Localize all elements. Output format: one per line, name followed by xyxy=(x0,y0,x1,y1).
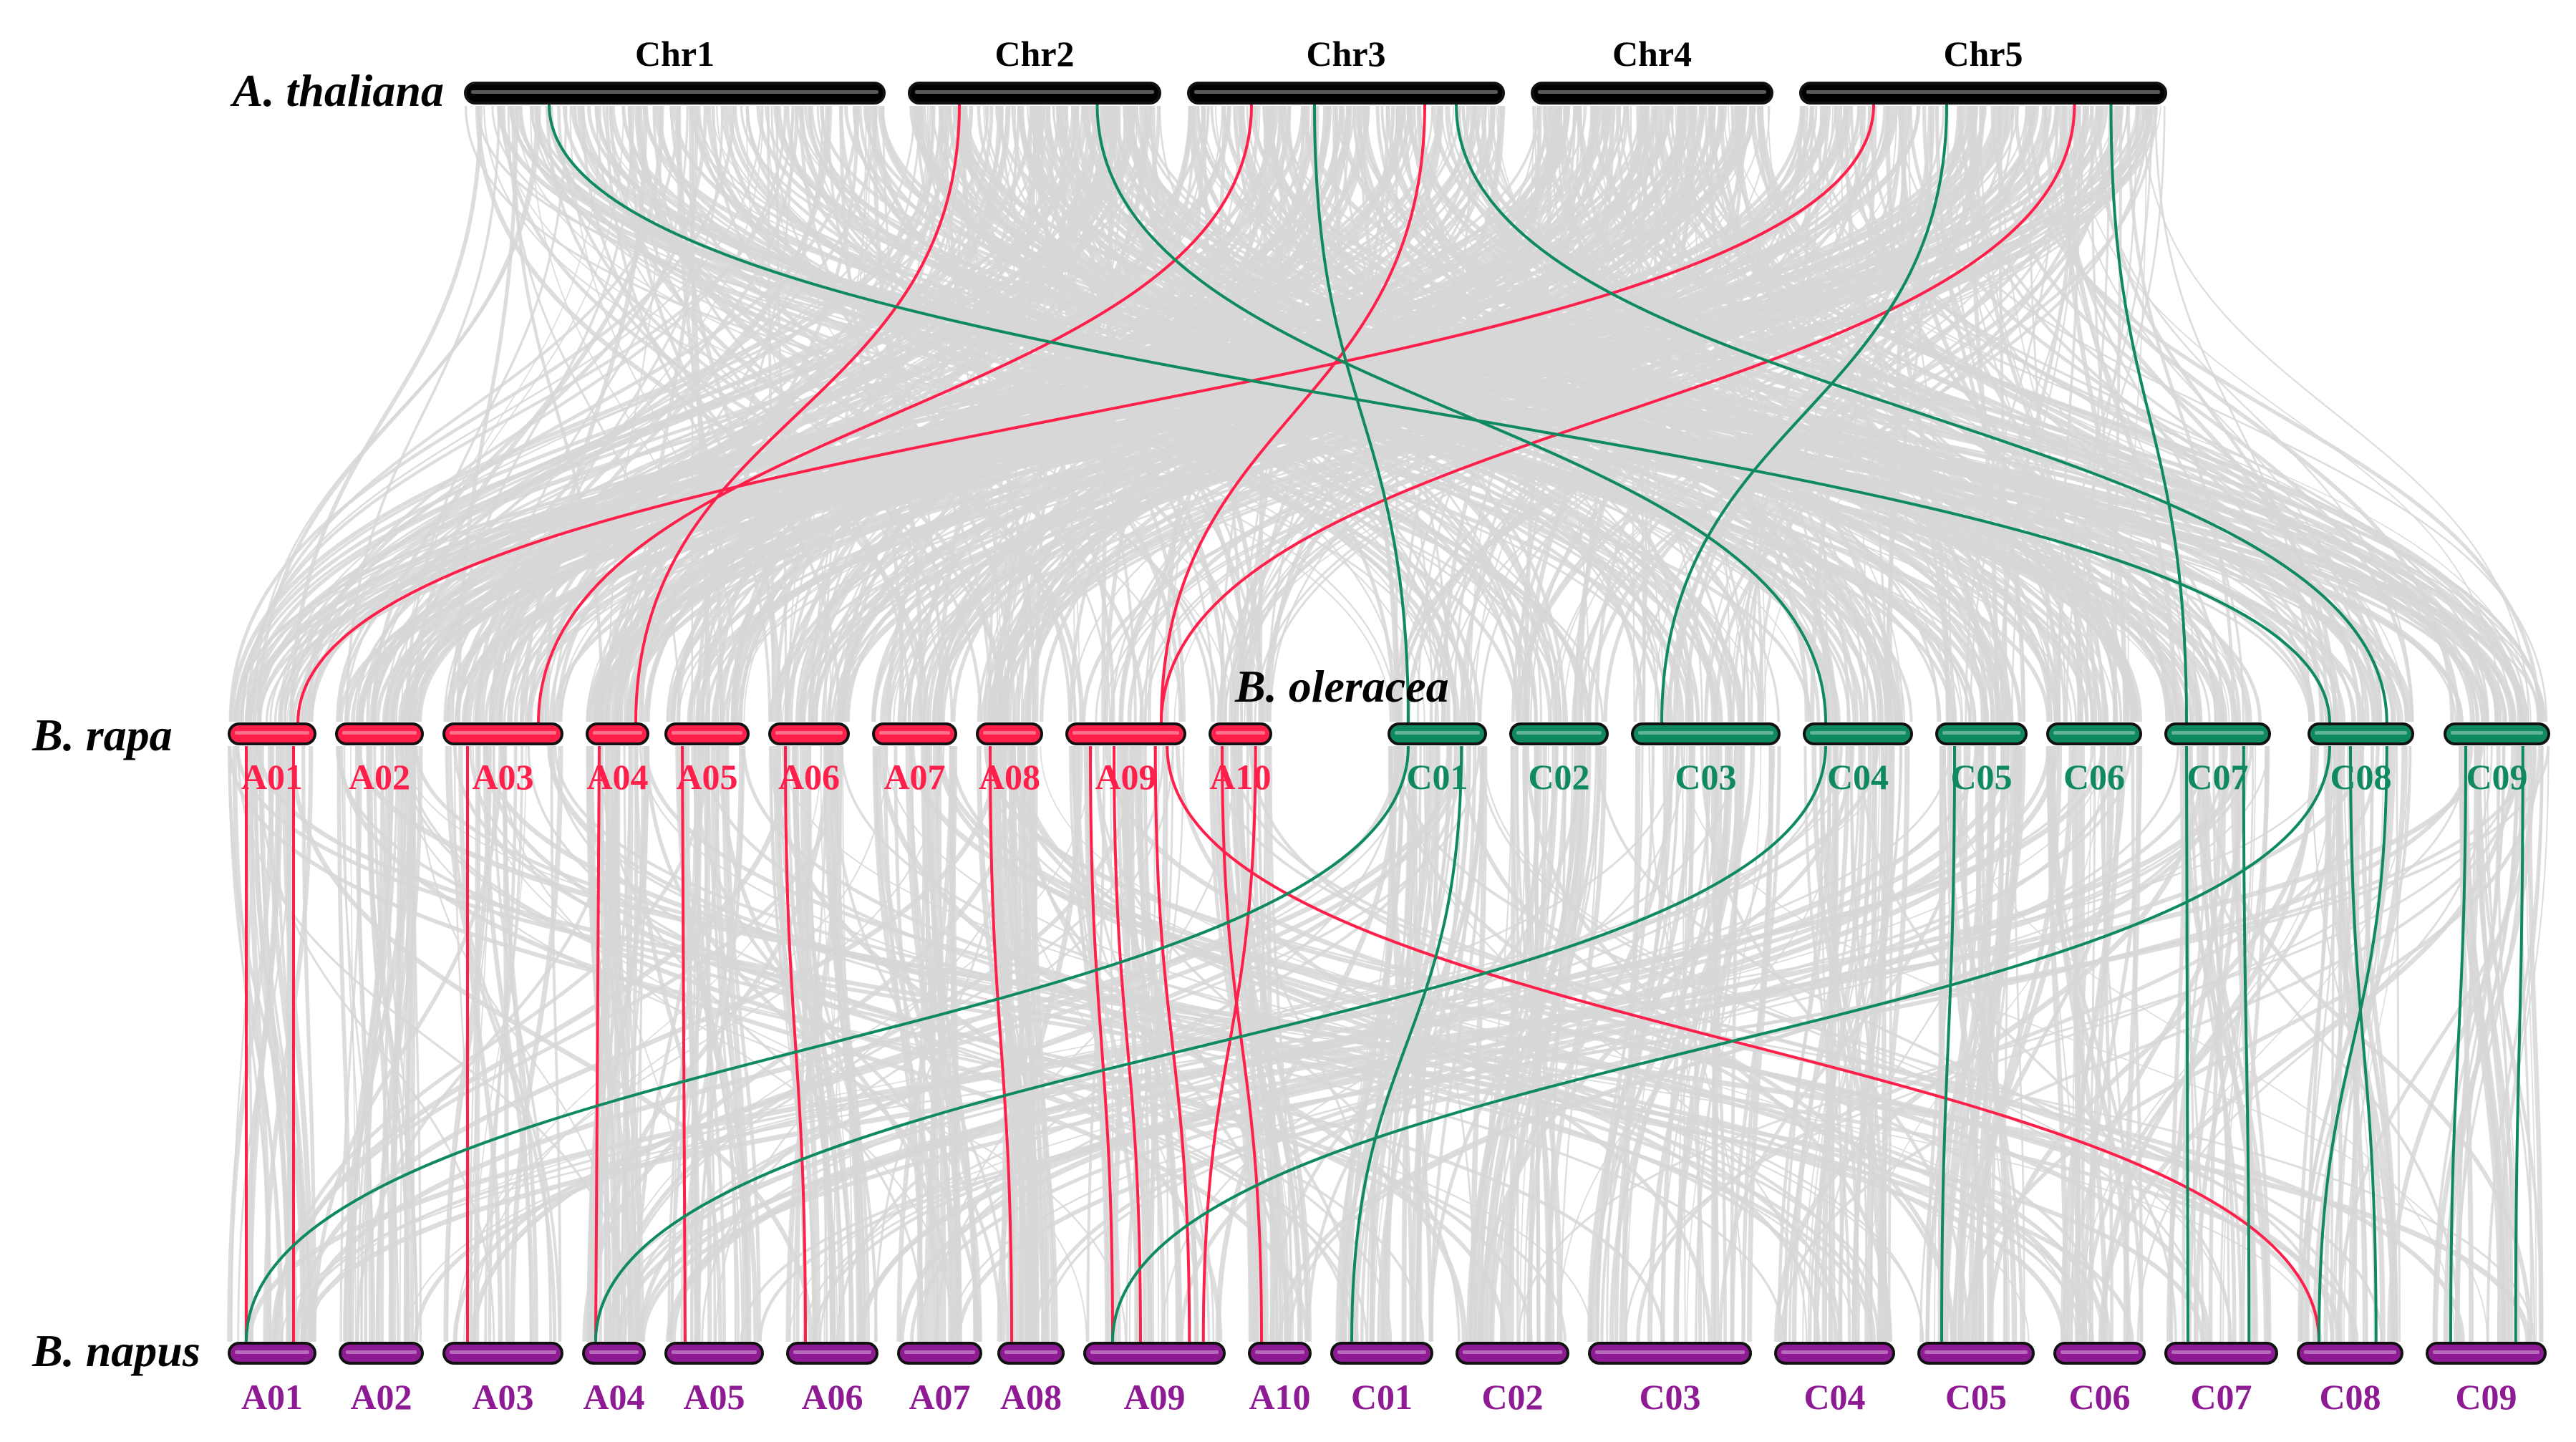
chromosome-label-thaliana-Chr4: Chr4 xyxy=(1612,34,1692,74)
chromosome-label-napus-C03: C03 xyxy=(1639,1377,1700,1417)
chromosome-highlight xyxy=(1538,90,1766,94)
chromosome-label-oleracea-C07: C07 xyxy=(2187,757,2248,797)
chromosome-label-rapa-A01: A01 xyxy=(241,757,303,797)
chromosome-label-oleracea-C02: C02 xyxy=(1528,757,1589,797)
chromosome-label-oleracea-C05: C05 xyxy=(1950,757,2012,797)
chromosome-highlight xyxy=(450,1350,556,1354)
chromosome-highlight xyxy=(1337,1350,1426,1354)
chromosome-label-napus-A09: A09 xyxy=(1123,1377,1185,1417)
species-label-rapa: B. rapa xyxy=(32,710,173,760)
species-label-napus: B. napus xyxy=(32,1325,200,1376)
chromosome-label-napus-C05: C05 xyxy=(1945,1377,2007,1417)
chromosome-label-napus-A10: A10 xyxy=(1249,1377,1310,1417)
chromosome-highlight xyxy=(346,1350,417,1354)
chromosome-highlight xyxy=(1781,1350,1888,1354)
chromosome-label-napus-C08: C08 xyxy=(2319,1377,2381,1417)
chromosome-highlight xyxy=(1255,1350,1304,1354)
chromosome-highlight xyxy=(915,90,1154,94)
chromosome-label-thaliana-Chr2: Chr2 xyxy=(994,34,1074,74)
chromosome-highlight xyxy=(2053,731,2135,735)
chromosome-label-oleracea-C08: C08 xyxy=(2330,757,2391,797)
chromosome-label-rapa-A05: A05 xyxy=(676,757,737,797)
chromosome-label-napus-A06: A06 xyxy=(801,1377,863,1417)
chromosome-label-rapa-A09: A09 xyxy=(1095,757,1156,797)
chromosome-highlight xyxy=(775,731,843,735)
chromosome-label-thaliana-Chr1: Chr1 xyxy=(635,34,715,74)
chromosome-highlight xyxy=(1194,90,1498,94)
chromosome-highlight xyxy=(1216,731,1265,735)
chromosome-label-rapa-A02: A02 xyxy=(349,757,410,797)
chromosome-highlight xyxy=(1810,731,1906,735)
chromosome-highlight xyxy=(450,731,556,735)
chromosome-label-oleracea-C04: C04 xyxy=(1827,757,1889,797)
chromosome-label-napus-C07: C07 xyxy=(2190,1377,2252,1417)
chromosome-highlight xyxy=(1806,90,2160,94)
chromosome-label-rapa-A08: A08 xyxy=(979,757,1040,797)
background-link xyxy=(1133,746,1136,1342)
chromosome-highlight xyxy=(793,1350,871,1354)
chromosome-highlight xyxy=(2061,1350,2139,1354)
chromosome-label-napus-A04: A04 xyxy=(583,1377,644,1417)
chromosome-highlight xyxy=(2304,1350,2396,1354)
chromosome-label-napus-C04: C04 xyxy=(1803,1377,1865,1417)
chromosome-highlight xyxy=(904,1350,975,1354)
chromosome-label-oleracea-C01: C01 xyxy=(1406,757,1468,797)
chromosome-label-napus-A03: A03 xyxy=(472,1377,533,1417)
chromosome-highlight xyxy=(1395,731,1480,735)
chromosome-label-napus-C01: C01 xyxy=(1351,1377,1413,1417)
chromosome-highlight xyxy=(1004,1350,1057,1354)
highlight-link-C07-C07 xyxy=(2187,746,2188,1342)
chromosome-highlight xyxy=(672,731,742,735)
chromosome-highlight xyxy=(235,1350,309,1354)
chromosome-label-napus-A08: A08 xyxy=(1000,1377,1062,1417)
chromosome-highlight xyxy=(672,1350,757,1354)
chromosome-highlight xyxy=(2315,731,2407,735)
chromosome-label-thaliana-Chr3: Chr3 xyxy=(1306,34,1385,74)
chromosome-highlight xyxy=(1090,1350,1219,1354)
chromosome-label-napus-A01: A01 xyxy=(241,1377,303,1417)
chromosome-label-rapa-A07: A07 xyxy=(883,757,945,797)
species-label-oleracea: B. oleracea xyxy=(1234,661,1449,712)
chromosome-label-rapa-A04: A04 xyxy=(586,757,648,797)
chromosome-highlight xyxy=(593,731,642,735)
chromosome-highlight xyxy=(471,90,878,94)
chromosome-label-oleracea-C03: C03 xyxy=(1675,757,1736,797)
chromosome-highlight xyxy=(2171,1350,2271,1354)
chromosome-highlight xyxy=(1638,731,1773,735)
chromosome-label-napus-A07: A07 xyxy=(909,1377,970,1417)
chromosome-highlight xyxy=(589,1350,639,1354)
chromosome-label-rapa-A10: A10 xyxy=(1209,757,1271,797)
species-label-thaliana: A. thaliana xyxy=(230,65,444,116)
chromosome-label-oleracea-C09: C09 xyxy=(2466,757,2527,797)
background-link xyxy=(1536,746,1539,1342)
chromosome-highlight xyxy=(879,731,950,735)
chromosome-label-napus-C02: C02 xyxy=(1481,1377,1543,1417)
chromosome-label-thaliana-Chr5: Chr5 xyxy=(1943,34,2023,74)
chromosome-label-napus-A02: A02 xyxy=(350,1377,412,1417)
chromosome-highlight xyxy=(1595,1350,1745,1354)
chromosome-highlight xyxy=(2433,1350,2539,1354)
chromosome-highlight xyxy=(342,731,417,735)
chromosome-highlight xyxy=(1516,731,1602,735)
chromosome-label-oleracea-C06: C06 xyxy=(2063,757,2125,797)
chromosome-highlight xyxy=(1942,731,2020,735)
chromosome-label-rapa-A03: A03 xyxy=(472,757,533,797)
chromosome-label-napus-C06: C06 xyxy=(2068,1377,2130,1417)
chromosome-label-napus-A05: A05 xyxy=(683,1377,745,1417)
chromosome-highlight xyxy=(2171,731,2264,735)
chromosome-highlight xyxy=(1463,1350,1562,1354)
chromosome-highlight xyxy=(1924,1350,2028,1354)
chromosome-highlight xyxy=(983,731,1036,735)
chromosome-highlight xyxy=(1072,731,1179,735)
background-link xyxy=(692,106,693,722)
chromosome-label-rapa-A06: A06 xyxy=(778,757,840,797)
chromosome-label-napus-C09: C09 xyxy=(2455,1377,2517,1417)
chromosome-highlight xyxy=(235,731,309,735)
chromosome-highlight xyxy=(2451,731,2543,735)
